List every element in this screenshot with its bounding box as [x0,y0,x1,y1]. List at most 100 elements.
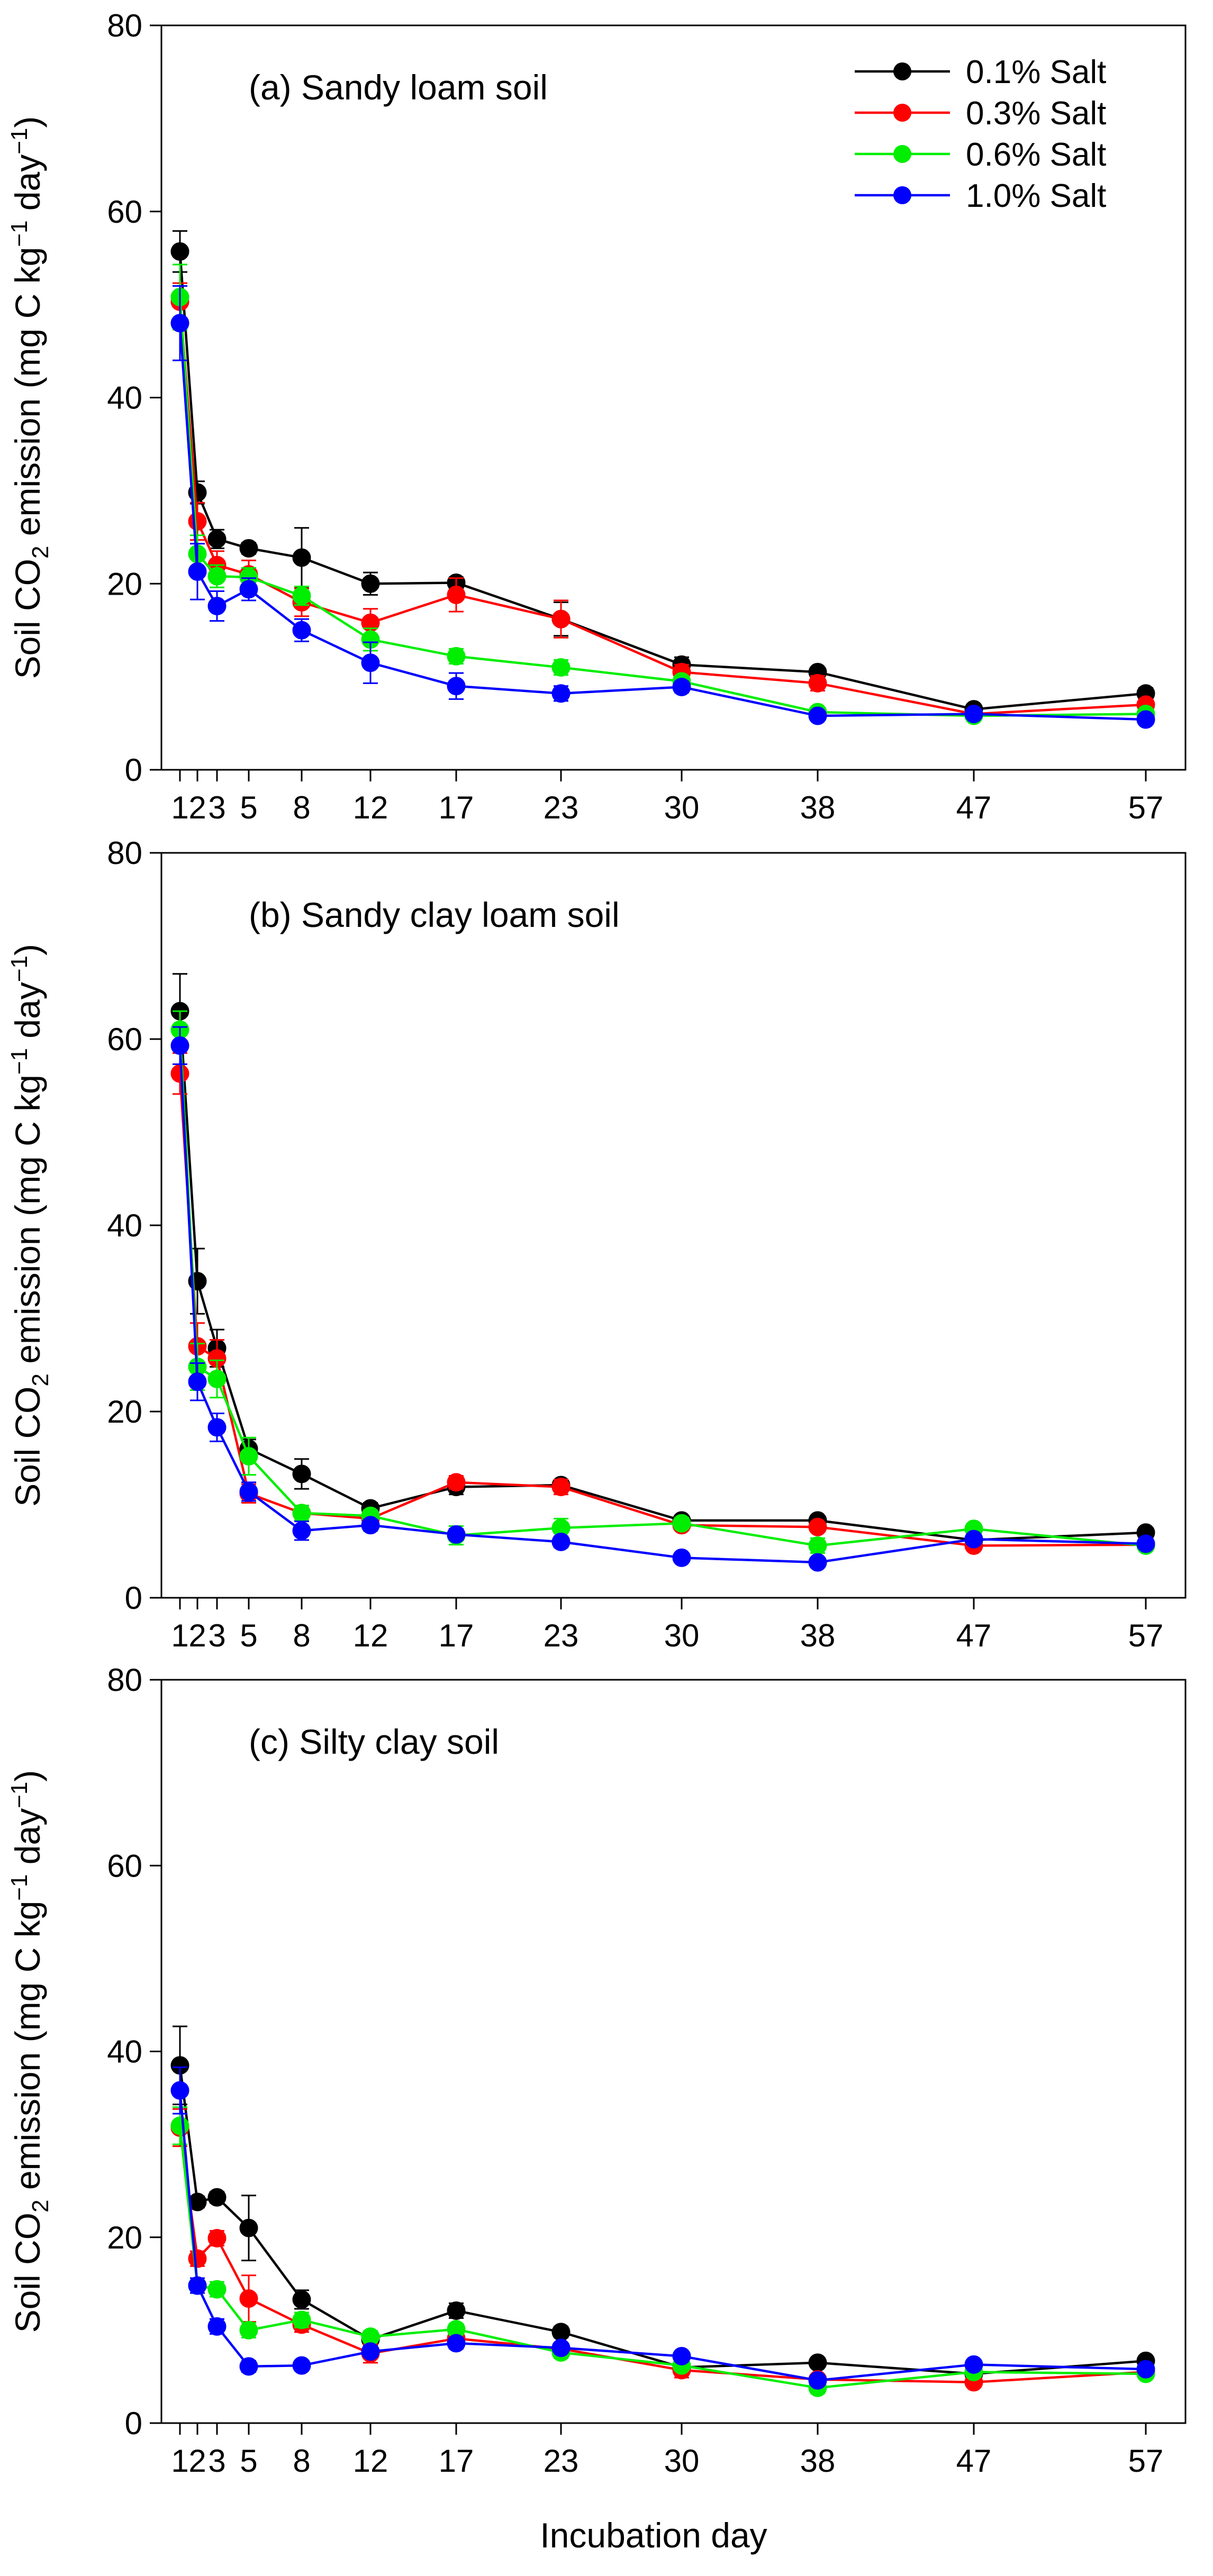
x-tick-label: 3 [208,790,225,825]
data-point [361,653,380,672]
data-point [239,580,258,599]
y-tick-label: 40 [107,2034,142,2070]
x-tick-label: 8 [293,790,310,825]
y-axis-title-part: ) [8,1770,47,1782]
series-line [178,2090,1146,2382]
data-point [170,2116,189,2135]
y-axis-title-part: day [8,154,47,221]
data-point [292,1521,311,1540]
y-axis-title: Soil CO2 emission (mg C kg−1 day−1) [6,1770,53,2333]
x-tick-label: 12 [353,2443,388,2479]
data-point [188,562,207,581]
data-point [808,673,827,693]
x-tick-label: 8 [293,2443,310,2479]
y-axis-title-part: day [8,1808,47,1874]
y-tick-label: 40 [107,1208,142,1243]
y-tick-label: 20 [107,2220,142,2255]
x-tick-label: 30 [664,790,700,825]
data-point [964,2355,983,2374]
data-point [239,2320,258,2340]
data-point [964,1530,983,1549]
data-point [808,2353,827,2372]
y-axis-title-part: emission (mg C kg [8,1901,47,2200]
data-point [447,1525,466,1544]
legend-entry: 0.6% Salt [855,136,1106,173]
data-point [170,2081,189,2100]
data-point [551,684,571,703]
data-point [292,1504,311,1523]
x-tick-label: 57 [1128,1618,1164,1653]
series-line [178,2065,1146,2375]
legend-label: 1.0% Salt [966,178,1106,214]
data-point [239,2218,258,2237]
y-axis-title-part: −1 [6,1874,32,1901]
x-tick-label: 47 [956,790,992,825]
data-point [239,1482,258,1501]
x-tick-label: 38 [800,1618,836,1653]
legend-entry: 0.1% Salt [855,54,1106,90]
plot-frame [160,852,1187,1599]
data-point [188,2276,207,2295]
data-point [1136,2360,1155,2379]
series-0-1-salt [170,2025,1155,2383]
y-axis-title-part: Soil CO [8,2213,47,2333]
data-point [292,2290,311,2309]
x-tick-label: 1 [171,1618,188,1653]
y-axis-title-part: ) [8,116,47,128]
data-point [447,1473,466,1492]
y-tick-label: 60 [107,1022,142,1057]
x-tick-label: 47 [956,2443,992,2479]
y-axis-title-part: −1 [6,1782,32,1808]
series-line [178,297,1146,717]
x-tick-label: 17 [439,2443,474,2479]
x-tick-label: 1 [171,790,188,825]
x-tick-label: 38 [800,790,836,825]
series-line [178,1011,1146,1542]
y-tick-label: 0 [125,1580,142,1616]
series-1-0-salt [170,1026,1155,1572]
data-point [239,1446,258,1466]
x-tick-label: 2 [188,790,206,825]
x-tick-label: 57 [1128,2443,1164,2479]
x-tick-label: 2 [188,1618,206,1653]
y-axis-title-part: emission (mg C kg [8,1075,47,1373]
data-point [207,2188,227,2207]
data-point [672,1514,691,1533]
x-tick-label: 12 [353,1618,388,1653]
data-point [292,2310,311,2329]
data-point [207,2317,227,2336]
data-point [361,2342,380,2361]
data-point [207,1369,227,1388]
data-point [239,2289,258,2308]
y-axis-title-part: Soil CO [8,1386,47,1506]
y-axis-title-part: ) [8,944,47,955]
legend-label: 0.1% Salt [966,54,1106,90]
panel-title: (a) Sandy loam soil [249,68,548,107]
data-point [239,2357,258,2376]
series-1-0-salt [170,285,1155,729]
data-point [551,1478,571,1497]
x-axis-title: Incubation day [540,2516,767,2555]
legend-marker [893,62,911,80]
x-tick-label: 23 [544,790,579,825]
y-tick-label: 80 [107,8,142,43]
x-tick-label: 8 [293,1618,310,1653]
x-tick-label: 47 [956,1618,992,1653]
plot-frame [160,1679,1187,2424]
legend-marker [893,145,911,163]
y-axis-title-part: 2 [28,546,53,559]
data-point [170,314,189,333]
data-point [808,1536,827,1555]
data-point [447,677,466,696]
x-tick-label: 3 [208,1618,225,1653]
series-1-0-salt [170,2066,1155,2390]
data-point [447,585,466,604]
series-0-1-salt [170,230,1155,719]
series-line [178,302,1146,715]
y-tick-label: 20 [107,1394,142,1430]
data-point [188,512,207,531]
y-axis-title-part: 2 [28,1373,53,1386]
data-point [292,548,311,567]
data-point [551,1532,571,1551]
